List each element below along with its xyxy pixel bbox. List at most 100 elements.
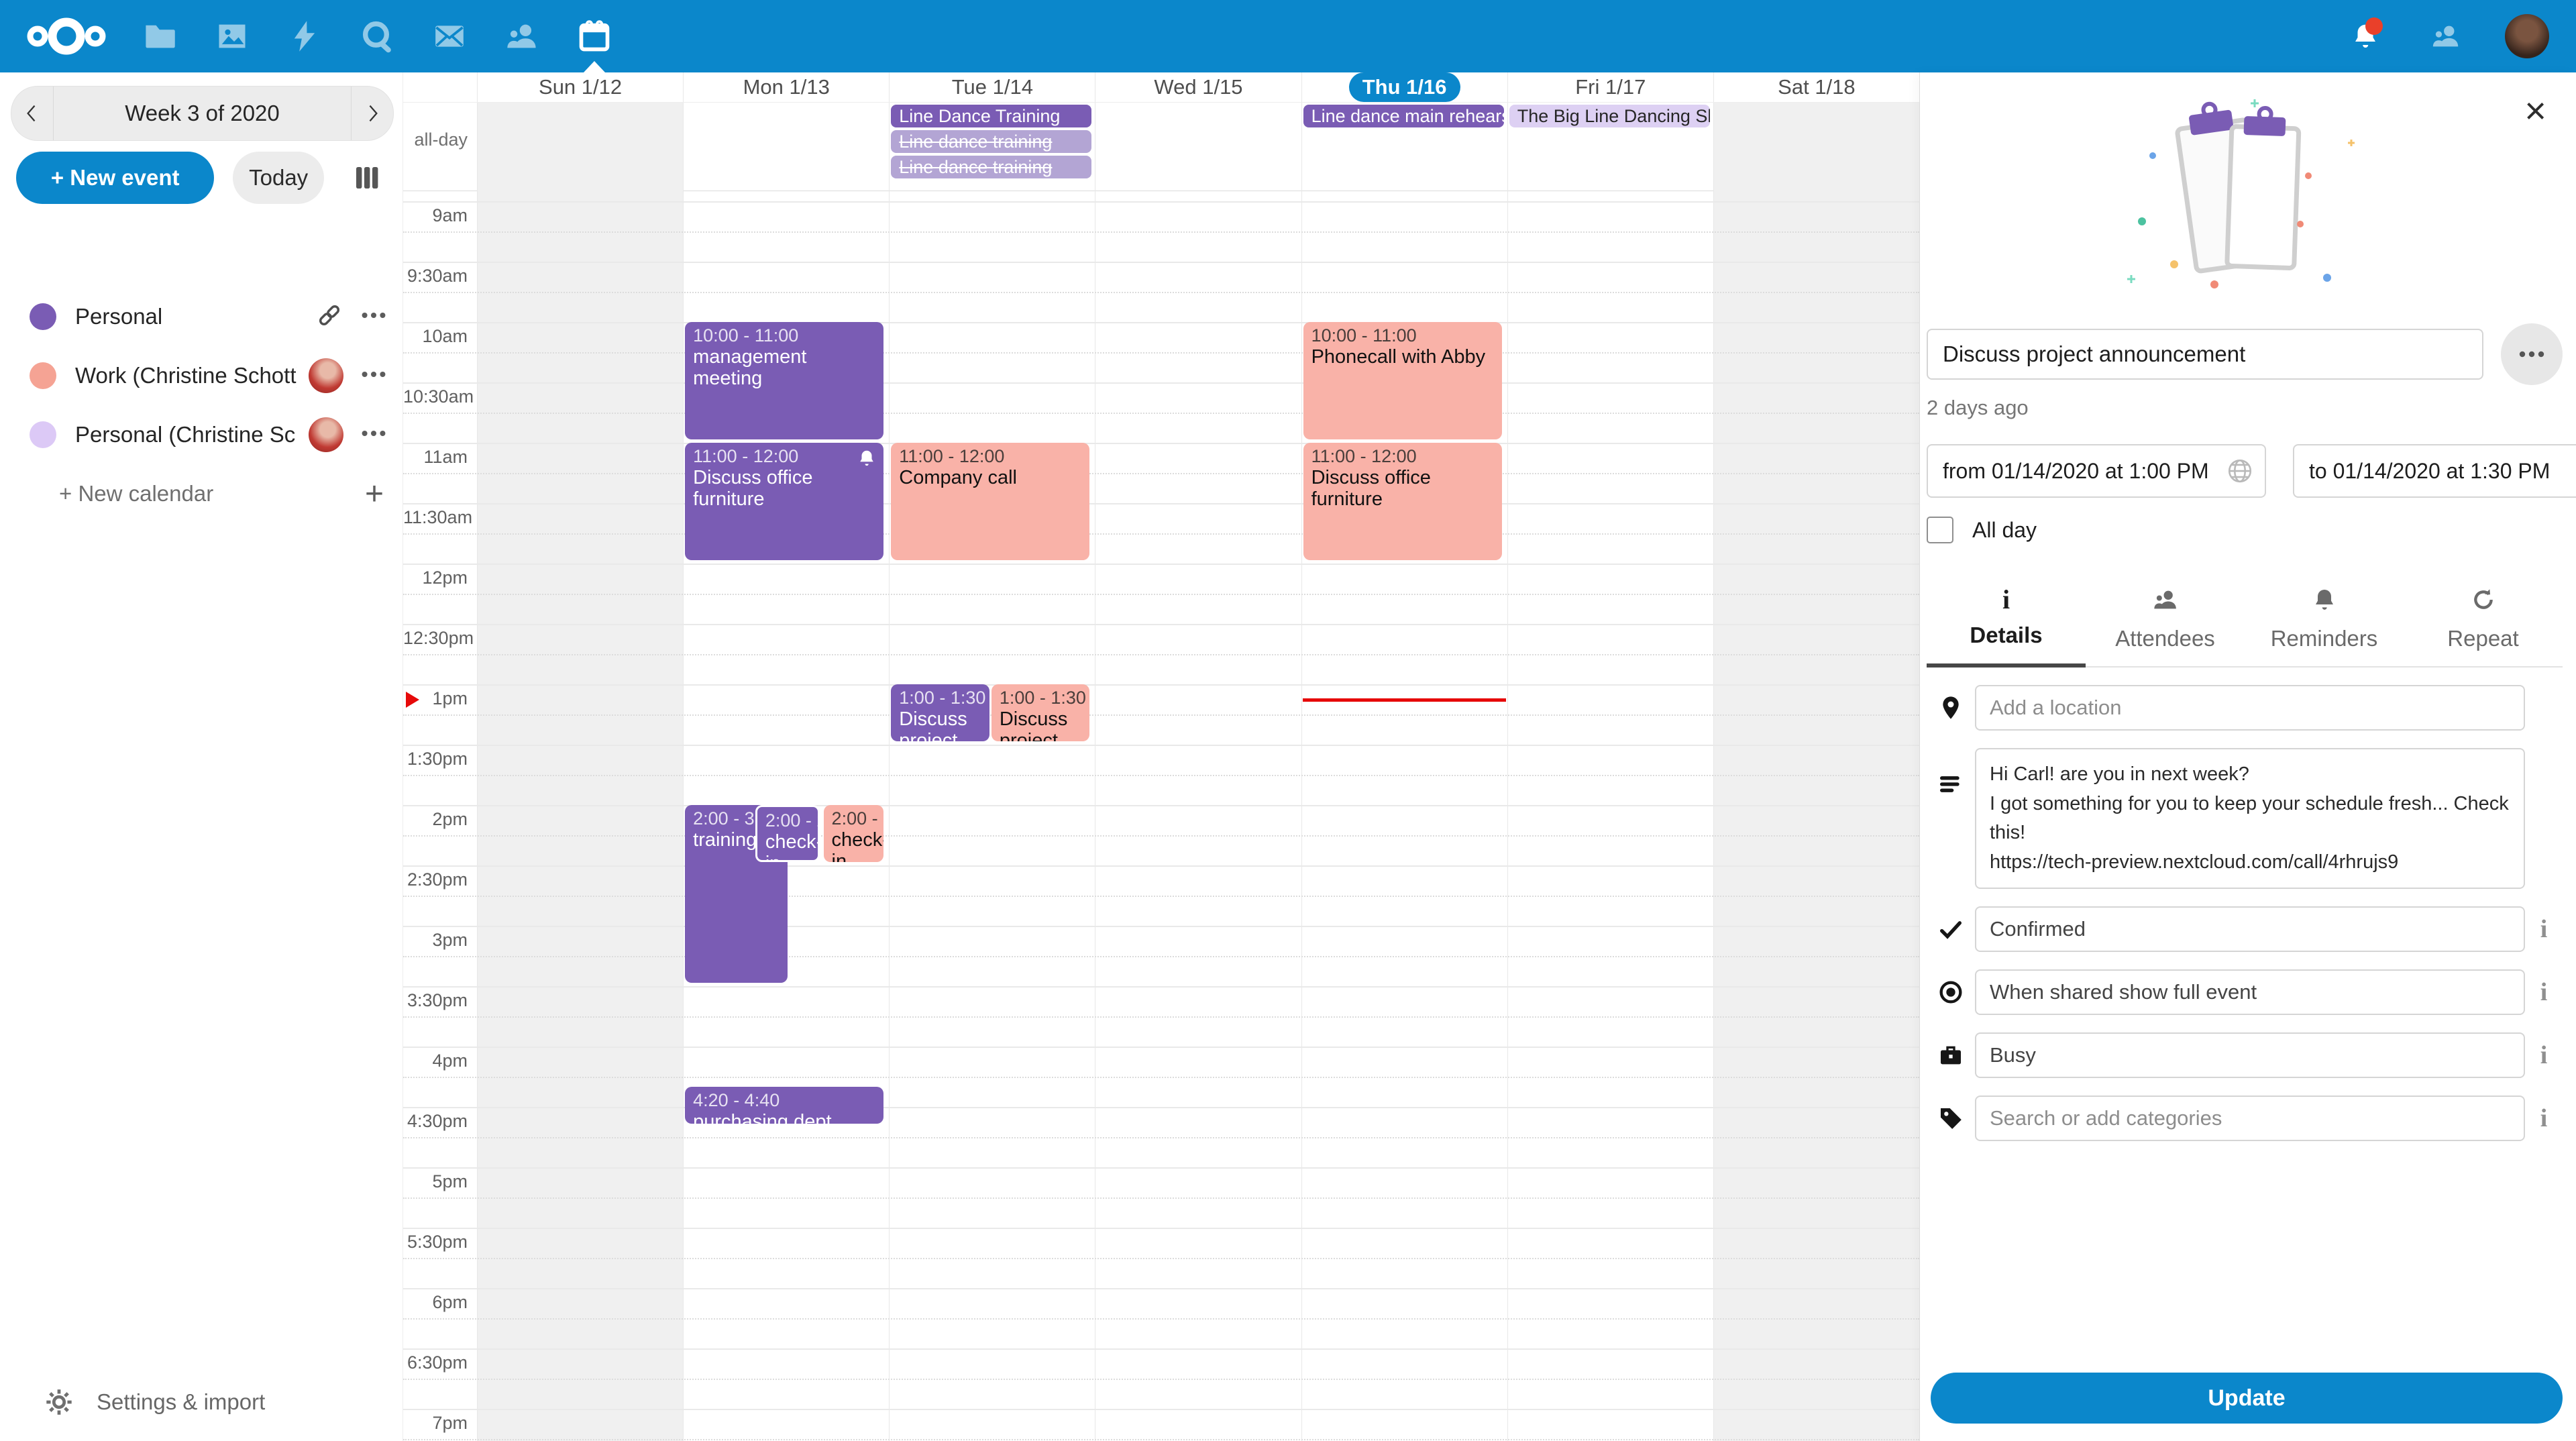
all-day-checkbox-label[interactable]: All day <box>1972 517 2037 542</box>
calendar-event[interactable]: 4:20 - 4:40 purchasing dept <box>685 1087 884 1124</box>
app-activity[interactable] <box>268 0 341 72</box>
all-day-checkbox[interactable] <box>1927 517 1953 543</box>
all-day-event[interactable]: Line Dance Training <box>891 105 1092 127</box>
calendar-event[interactable]: 10:00 - 11:00 management meeting <box>685 322 884 439</box>
calendar-item[interactable]: Personal <box>0 287 402 346</box>
day-column[interactable] <box>1713 103 1919 191</box>
close-icon[interactable]: × <box>2520 91 2551 130</box>
day-column[interactable] <box>477 190 684 1441</box>
view-mode-icon[interactable] <box>348 158 386 198</box>
day-column[interactable] <box>889 190 1095 1441</box>
update-button[interactable]: Update <box>1931 1373 2563 1424</box>
timezone-globe-icon[interactable] <box>2226 457 2254 485</box>
hour-line <box>403 1409 1919 1410</box>
all-day-event[interactable]: Line dance training <box>891 156 1092 178</box>
photos-icon <box>215 19 250 54</box>
categories-input[interactable] <box>1975 1096 2525 1141</box>
day-column[interactable] <box>683 103 889 191</box>
event-title-input[interactable] <box>1927 329 2483 380</box>
visibility-select[interactable]: When shared show full event <box>1975 969 2525 1015</box>
calendar-event[interactable]: 1:00 - 1:30 Discuss project <box>991 684 1090 741</box>
day-column[interactable] <box>1095 103 1301 191</box>
day-header[interactable]: Sun 1/12 <box>477 72 683 102</box>
day-column[interactable] <box>1507 190 1713 1441</box>
briefcase-icon <box>1927 1042 1975 1069</box>
notifications-icon[interactable] <box>2344 15 2387 58</box>
eye-icon <box>1927 979 1975 1006</box>
all-day-event[interactable]: Line dance training <box>891 130 1092 153</box>
start-date-input[interactable] <box>1941 458 2226 484</box>
time-label: 12pm <box>422 568 468 588</box>
calendar-event[interactable]: 11:00 - 12:00 Discuss office furniture <box>1303 443 1502 560</box>
previous-week-button[interactable] <box>11 87 54 140</box>
calendar-item[interactable]: Work (Christine Schott) <box>0 346 402 405</box>
day-column[interactable] <box>1301 103 1507 191</box>
more-actions-button[interactable] <box>2501 323 2563 385</box>
new-calendar-button[interactable]: + New calendar + <box>0 464 402 523</box>
day-header[interactable]: Sat 1/18 <box>1713 72 1919 102</box>
day-header[interactable]: Tue 1/14 <box>889 72 1095 102</box>
contacts-menu-icon[interactable] <box>2424 15 2467 58</box>
app-talk[interactable] <box>341 0 413 72</box>
day-column[interactable] <box>1713 190 1919 1441</box>
next-week-button[interactable] <box>351 87 393 140</box>
calendar-event[interactable]: 2:00 - 2:30check-in <box>755 805 820 862</box>
calendar-color-dot <box>30 303 56 330</box>
app-mail[interactable] <box>413 0 486 72</box>
today-button[interactable]: Today <box>233 152 324 204</box>
end-date-field <box>2293 444 2576 498</box>
freebusy-select[interactable]: Busy <box>1975 1032 2525 1078</box>
week-label[interactable]: Week 3 of 2020 <box>125 101 280 125</box>
all-day-event[interactable]: The Big Line Dancing Show <box>1509 105 1710 127</box>
calendar-event[interactable]: 10:00 - 11:00 Phonecall with Abby <box>1303 322 1502 439</box>
share-link-icon[interactable] <box>315 301 343 333</box>
editor-tabs: i Details Attendees Reminders Repeat <box>1927 580 2563 668</box>
owner-avatar[interactable] <box>309 417 343 452</box>
all-day-event[interactable]: Line dance main rehearsal <box>1303 105 1504 127</box>
day-header[interactable]: Thu 1/16 <box>1301 72 1507 102</box>
week-navigation: Week 3 of 2020 <box>11 86 394 141</box>
tab-details[interactable]: i Details <box>1927 580 2086 668</box>
event-title: Company call <box>899 467 1017 488</box>
settings-import[interactable]: Settings & import <box>0 1375 265 1429</box>
event-time: 10:00 - 11:00 <box>1311 325 1417 345</box>
end-date-input[interactable] <box>2308 458 2576 484</box>
owner-avatar[interactable] <box>309 358 343 393</box>
app-calendar[interactable] <box>558 0 631 72</box>
day-header[interactable]: Fri 1/17 <box>1507 72 1713 102</box>
calendar-item[interactable]: Personal (Christine Scho... <box>0 405 402 464</box>
tab-attendees[interactable]: Attendees <box>2086 580 2245 666</box>
calendar-menu-icon[interactable] <box>358 359 389 393</box>
day-header[interactable]: Wed 1/15 <box>1095 72 1301 102</box>
calendar-menu-icon[interactable] <box>358 418 389 452</box>
hour-line <box>403 201 1919 203</box>
today-pill: Thu 1/16 <box>1348 72 1460 102</box>
day-column[interactable] <box>1095 190 1301 1441</box>
time-label: 2pm <box>432 809 468 829</box>
app-contacts[interactable] <box>486 0 558 72</box>
day-column[interactable] <box>477 103 684 191</box>
new-event-button[interactable]: + New event <box>16 152 215 204</box>
avatar[interactable] <box>2505 14 2549 58</box>
app-photos[interactable] <box>196 0 268 72</box>
day-column[interactable] <box>683 190 889 1441</box>
calendar-menu-icon[interactable] <box>358 300 389 334</box>
status-select[interactable]: Confirmed <box>1975 906 2525 952</box>
day-column[interactable] <box>1507 103 1713 191</box>
calendar-name: Personal (Christine Scho... <box>75 422 297 447</box>
day-column[interactable] <box>1301 190 1507 1441</box>
time-label: 7pm <box>432 1413 468 1433</box>
calendar-event[interactable]: 2:00 - 2:30check-in <box>823 805 884 862</box>
tab-reminders[interactable]: Reminders <box>2245 580 2404 666</box>
tab-repeat[interactable]: Repeat <box>2404 580 2563 666</box>
location-input[interactable] <box>1975 685 2525 731</box>
day-header[interactable]: Mon 1/13 <box>683 72 889 102</box>
day-column[interactable] <box>889 103 1095 191</box>
nextcloud-logo[interactable] <box>9 0 123 72</box>
calendar-event[interactable]: 11:00 - 12:00 Discuss office furniture <box>685 443 884 560</box>
app-files[interactable] <box>123 0 196 72</box>
calendar-color-dot <box>30 421 56 448</box>
description-textarea[interactable]: Hi Carl! are you in next week? I got som… <box>1975 748 2525 889</box>
calendar-event[interactable]: 11:00 - 12:00 Company call <box>891 443 1090 560</box>
